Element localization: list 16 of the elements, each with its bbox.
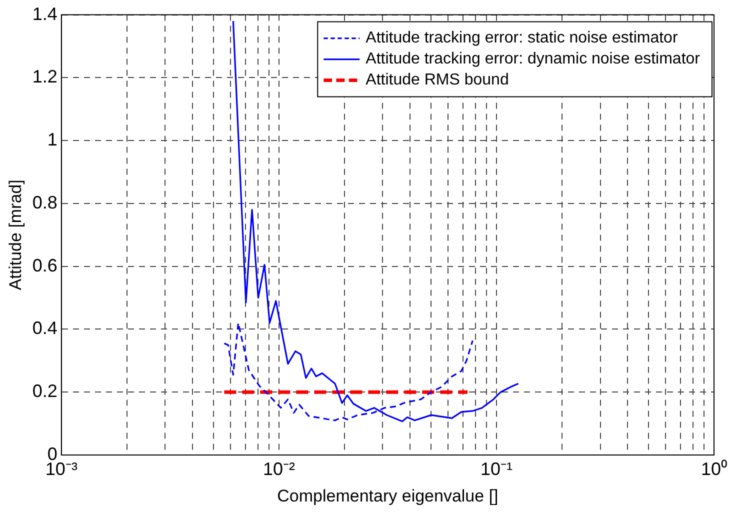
x-tick-label: 10⁻² xyxy=(262,458,295,479)
legend-label: Attitude tracking error: dynamic noise estimator xyxy=(366,50,701,68)
x-tick-label: 10⁰ xyxy=(700,458,728,479)
y-axis-title: Attitude [mrad] xyxy=(6,180,25,290)
y-tick-label: 1.4 xyxy=(32,4,58,24)
y-tick-label: 0.2 xyxy=(32,381,58,402)
y-tick-label: 0 xyxy=(47,444,58,464)
y-tick-label: 1.2 xyxy=(32,66,58,87)
y-tick-label: 1 xyxy=(47,130,58,150)
y-tick-label: 0.6 xyxy=(32,255,58,276)
y-tick-label: 0.8 xyxy=(32,192,58,212)
y-tick-label: 0.4 xyxy=(32,318,58,338)
legend-label: Attitude RMS bound xyxy=(366,72,509,89)
x-axis-title: Complementary eigenvalue [] xyxy=(277,486,498,506)
legend-label: Attitude tracking error: static noise estimator xyxy=(366,30,678,47)
x-tick-label: 10⁻¹ xyxy=(480,458,512,479)
